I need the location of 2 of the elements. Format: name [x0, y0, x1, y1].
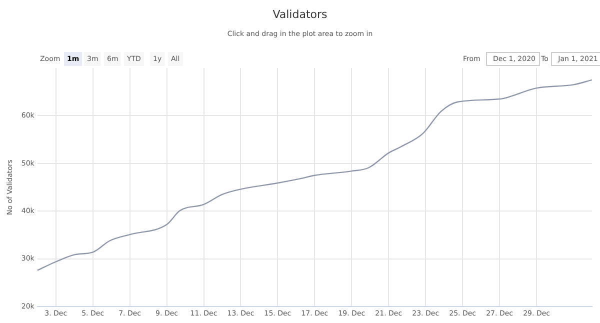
- chart-title: Validators: [272, 8, 328, 21]
- line-series: [37, 79, 592, 271]
